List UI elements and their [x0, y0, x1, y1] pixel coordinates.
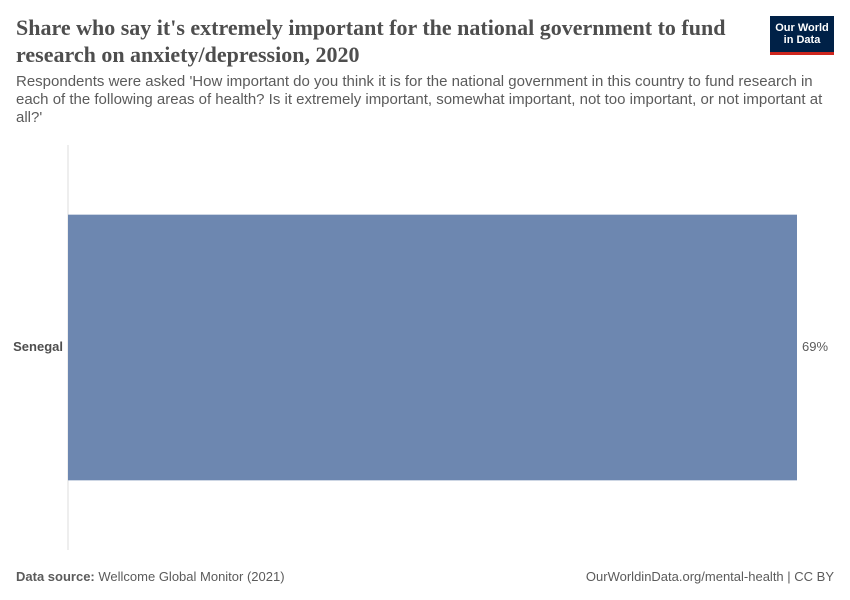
source: Data source: Wellcome Global Monitor (20… [16, 569, 285, 584]
chart-subtitle: Respondents were asked 'How important do… [16, 73, 823, 126]
logo[interactable]: Our World in Data [770, 16, 834, 55]
chart-title: Share who say it's extremely important f… [16, 15, 726, 67]
bar [68, 214, 797, 481]
category-label: Senegal [13, 339, 63, 354]
value-label: 69% [802, 339, 828, 354]
url[interactable]: OurWorldinData.org/mental-health | CC BY [585, 569, 834, 584]
logo-text: Our World [775, 22, 829, 34]
source-label: Data source: [16, 569, 95, 584]
source-text: Wellcome Global Monitor (2021) [98, 569, 285, 584]
logo-text: in Data [783, 34, 821, 46]
